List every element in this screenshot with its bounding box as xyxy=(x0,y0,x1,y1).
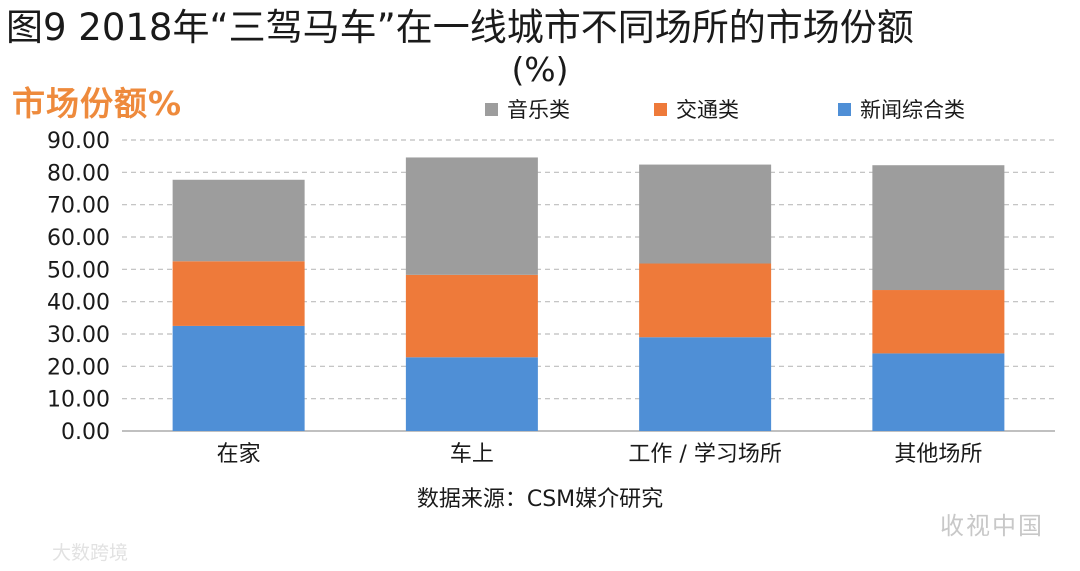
legend-swatch xyxy=(838,103,851,116)
x-tick-label: 工作 / 学习场所 xyxy=(628,442,781,467)
legend-label: 新闻综合类 xyxy=(860,98,965,122)
bars xyxy=(172,157,1005,431)
bar-segment xyxy=(405,274,538,358)
bar-segment xyxy=(405,357,538,431)
bar-segment xyxy=(172,261,305,326)
legend: 音乐类 交通类 新闻综合类 xyxy=(485,98,965,122)
bar-segment xyxy=(872,165,1005,291)
x-tick-labels: 在家 车上 工作 / 学习场所 其他场所 xyxy=(217,442,983,467)
chart-title-unit: (%) xyxy=(511,50,569,89)
bar-segment xyxy=(872,290,1005,354)
y-tick-label: 90.00 xyxy=(47,129,110,154)
y-tick-label: 60.00 xyxy=(47,226,110,251)
y-tick-label: 70.00 xyxy=(47,194,110,219)
y-axis-label: 市场份额% xyxy=(12,84,183,123)
y-tick-label: 10.00 xyxy=(47,388,110,413)
y-tick-label: 80.00 xyxy=(47,161,110,186)
x-tick-label: 车上 xyxy=(450,442,494,467)
y-tick-label: 20.00 xyxy=(47,355,110,380)
y-tick-labels: 0.00 10.00 20.00 30.00 40.00 50.00 60.00 70.00 8… xyxy=(47,129,110,445)
source-note: 数据来源：CSM媒介研究 xyxy=(417,487,663,512)
legend-label: 音乐类 xyxy=(507,98,570,122)
bar-segment xyxy=(872,353,1005,431)
y-tick-label: 40.00 xyxy=(47,291,110,316)
x-tick-label: 在家 xyxy=(217,442,261,467)
legend-swatch xyxy=(485,103,498,116)
y-tick-label: 30.00 xyxy=(47,323,110,348)
x-tick-label: 其他场所 xyxy=(894,442,982,467)
y-tick-label: 50.00 xyxy=(47,258,110,283)
y-tick-label: 0.00 xyxy=(61,420,110,445)
bar-segment xyxy=(639,164,772,264)
bar-segment xyxy=(405,157,538,275)
legend-label: 交通类 xyxy=(676,98,739,122)
chart-title: 图9 2018年“三驾马车”在一线城市不同场所的市场份额 xyxy=(6,6,914,49)
watermark-left: 大数跨境 xyxy=(52,542,129,564)
bar-segment xyxy=(639,337,772,431)
bar-segment xyxy=(172,179,305,262)
bar-segment xyxy=(639,263,772,338)
watermark-right: 收视中国 xyxy=(940,512,1044,540)
bar-segment xyxy=(172,325,305,431)
legend-swatch xyxy=(654,103,667,116)
